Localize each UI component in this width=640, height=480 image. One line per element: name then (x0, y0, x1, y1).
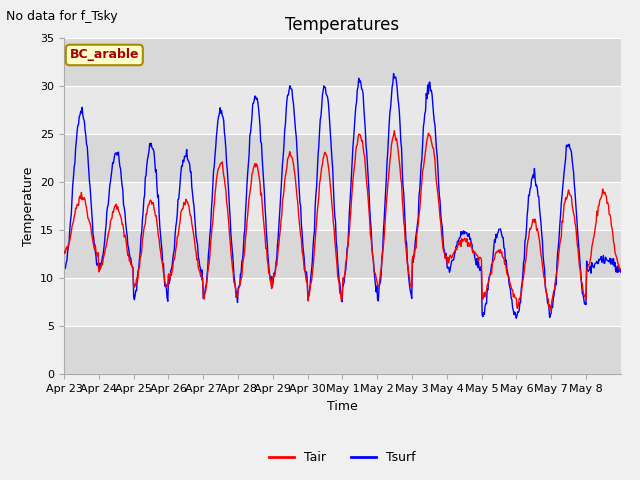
Y-axis label: Temperature: Temperature (22, 167, 35, 246)
Bar (64, 86, 621, 134)
Legend: Tair, Tsurf: Tair, Tsurf (264, 446, 420, 469)
Bar (64, 230, 621, 278)
Bar (64, 134, 621, 182)
Text: BC_arable: BC_arable (70, 48, 139, 61)
Text: No data for f_Tsky: No data for f_Tsky (6, 10, 118, 23)
Bar (64, 278, 621, 326)
Bar (64, 182, 621, 230)
Bar (64, 326, 621, 374)
Title: Temperatures: Temperatures (285, 16, 399, 34)
X-axis label: Time: Time (327, 400, 358, 413)
Bar (64, 38, 621, 86)
